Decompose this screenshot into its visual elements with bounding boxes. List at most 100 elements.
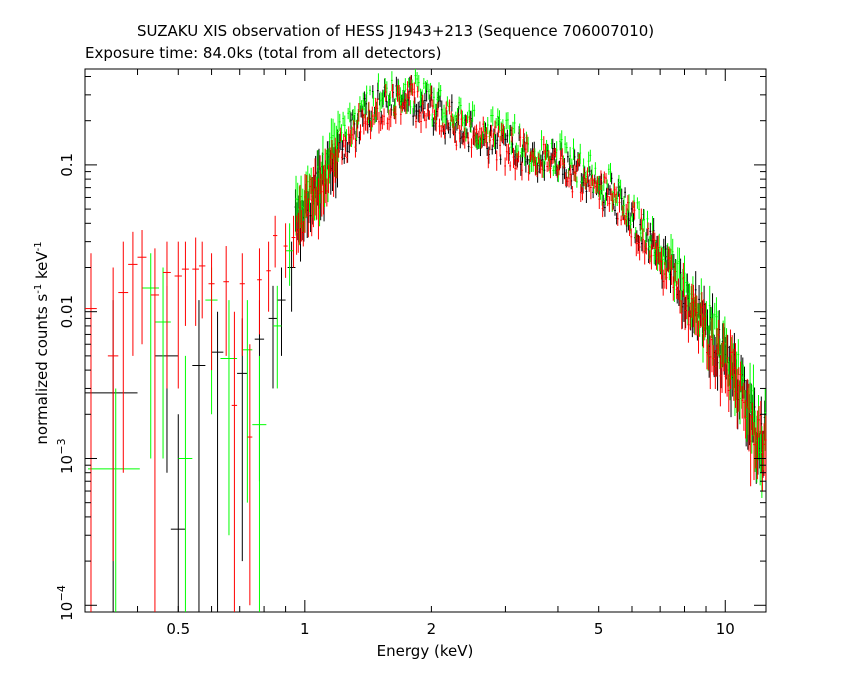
data-point <box>685 273 688 293</box>
data-point <box>653 232 656 249</box>
data-point <box>349 129 352 147</box>
data-point <box>551 138 554 161</box>
data-point <box>492 132 495 148</box>
data-point <box>498 110 501 131</box>
data-point <box>458 96 461 110</box>
data-point <box>517 151 520 163</box>
data-point <box>515 152 518 170</box>
data-point <box>698 285 700 318</box>
data-point <box>426 103 429 117</box>
data-point <box>706 339 708 370</box>
data-point <box>409 100 412 115</box>
data-point <box>689 302 692 330</box>
data-point <box>632 212 635 229</box>
data-point <box>715 297 718 345</box>
data-point <box>582 158 585 175</box>
data-point <box>411 83 414 97</box>
data-point <box>687 310 690 343</box>
data-point <box>475 132 477 148</box>
data-point <box>763 423 766 476</box>
data-point <box>192 237 199 326</box>
data-point <box>352 120 355 140</box>
data-point <box>504 157 507 176</box>
data-point <box>554 147 557 158</box>
data-point <box>277 267 286 356</box>
data-point <box>342 111 345 127</box>
data-point <box>586 167 589 183</box>
data-point <box>334 137 337 183</box>
x-tick-label: 5 <box>594 620 604 638</box>
data-point <box>679 290 681 314</box>
data-point <box>624 187 626 198</box>
data-point <box>390 71 393 92</box>
y-tick-label: 0.01 <box>58 295 76 328</box>
data-point <box>426 79 429 91</box>
data-point <box>399 105 402 125</box>
data-point <box>679 258 682 292</box>
x-tick-label: 10 <box>716 620 735 638</box>
data-point <box>495 150 498 171</box>
data-point <box>359 124 362 141</box>
data-point <box>759 401 762 435</box>
data-point <box>579 143 582 164</box>
data-point <box>436 91 439 108</box>
data-point <box>669 248 671 270</box>
data-point <box>381 114 384 130</box>
data-point <box>360 105 362 118</box>
data-point <box>266 241 271 312</box>
data-point <box>707 344 710 371</box>
data-point <box>534 156 537 176</box>
data-point <box>749 362 751 414</box>
data-point <box>438 118 441 135</box>
data-point <box>626 195 629 211</box>
data-point <box>559 150 562 169</box>
data-point <box>648 250 651 265</box>
data-point <box>344 136 347 158</box>
data-point <box>505 143 508 161</box>
data-point <box>85 300 138 612</box>
data-point <box>678 247 681 279</box>
data-point <box>346 141 349 163</box>
data-point <box>520 147 523 158</box>
data-point <box>489 131 491 151</box>
data-point <box>343 115 346 138</box>
x-axis-label: Energy (keV) <box>376 642 474 660</box>
data-point <box>632 200 634 214</box>
data-point <box>651 216 654 234</box>
data-point <box>304 174 306 233</box>
data-point <box>118 241 129 473</box>
data-point <box>403 98 406 110</box>
data-point <box>719 355 722 407</box>
data-point <box>347 107 350 120</box>
data-point <box>539 159 542 174</box>
data-point <box>607 164 610 175</box>
data-point <box>482 133 485 146</box>
data-point <box>345 129 348 140</box>
data-point <box>519 154 522 176</box>
data-point <box>295 215 298 255</box>
data-point <box>208 253 215 371</box>
data-point <box>315 186 318 220</box>
data-point <box>343 153 346 164</box>
data-point <box>480 127 483 149</box>
data-point <box>361 108 364 118</box>
data-point <box>499 135 501 157</box>
data-point <box>702 299 705 348</box>
data-point <box>497 125 500 138</box>
data-point <box>697 303 699 336</box>
data-point <box>521 161 523 181</box>
data-point <box>470 119 472 133</box>
data-point <box>181 241 189 326</box>
chart-subtitle: Exposure time: 84.0ks (total from all de… <box>85 44 442 62</box>
data-point <box>584 177 587 190</box>
data-point <box>415 115 417 129</box>
data-point <box>542 159 545 178</box>
data-point <box>549 159 552 179</box>
plot-border <box>84 68 767 613</box>
data-point <box>723 316 726 364</box>
data-point <box>623 196 625 217</box>
data-point <box>463 127 466 149</box>
data-point <box>606 188 609 207</box>
data-point <box>309 202 312 233</box>
data-point <box>505 112 508 130</box>
